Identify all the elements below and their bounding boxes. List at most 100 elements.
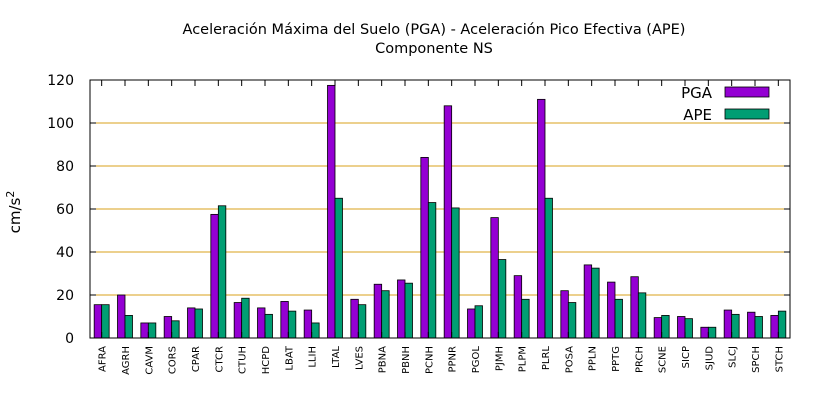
- x-tick-label: CTCR: [214, 346, 225, 372]
- bar-pga-lbat: [280, 301, 289, 339]
- bar-pga-sjud: [700, 326, 709, 339]
- legend-label-ape: APE: [683, 106, 712, 124]
- bar-pga-plrl: [537, 98, 546, 339]
- bar-ape-posa: [567, 302, 577, 339]
- x-tick-label: POSA: [564, 346, 575, 373]
- x-tick-label: PPNR: [448, 346, 459, 373]
- bar-pga-pgol: [467, 308, 476, 339]
- bar-pga-cpar: [187, 307, 196, 339]
- legend: PGA APE: [681, 84, 770, 124]
- bar-pga-sicp: [677, 316, 686, 339]
- bar-ape-cors: [171, 320, 180, 339]
- bar-pga-hcpd: [257, 307, 266, 339]
- x-tick-label: PJMH: [494, 346, 505, 371]
- bar-ape-ppnr: [451, 207, 460, 339]
- x-tick-label: SPCH: [751, 346, 762, 373]
- bar-ape-llih: [311, 322, 320, 339]
- bar-ape-ctcr: [217, 205, 227, 339]
- bar-pga-pbnh: [397, 279, 406, 339]
- bar-ape-lbat: [287, 310, 297, 339]
- x-tick-label: AFRA: [98, 346, 109, 372]
- bar-pga-pptg: [607, 281, 616, 339]
- bar-pga-lves: [350, 298, 359, 339]
- bar-pga-slcj: [723, 309, 733, 339]
- bar-pga-ctcr: [210, 213, 219, 339]
- plot-border: [89, 79, 791, 339]
- bar-ape-pgol: [474, 305, 483, 339]
- bar-pga-pjmh: [490, 217, 499, 339]
- bar-ape-prch: [637, 292, 647, 339]
- y-tick-label: 20: [56, 288, 74, 304]
- bar-ape-sjud: [707, 326, 717, 339]
- bar-ape-ltal: [334, 197, 343, 339]
- x-tick-label: CORS: [168, 346, 179, 374]
- bar-ape-pcnh: [427, 202, 437, 339]
- bar-pga-plpm: [513, 275, 523, 339]
- bar-ape-ppln: [591, 267, 600, 339]
- x-tick-label: LVES: [354, 346, 365, 370]
- bar-pga-prch: [630, 276, 639, 339]
- x-tick-label: STCH: [774, 346, 785, 372]
- legend-swatch-pga: [724, 86, 770, 98]
- bar-pga-cavm: [140, 322, 149, 339]
- x-tick-label: SJUD: [704, 346, 715, 371]
- chart-subtitle: Componente NS: [375, 41, 493, 57]
- x-tick-label: SICP: [681, 346, 692, 368]
- bar-ape-hcpd: [264, 313, 273, 339]
- x-tick-label: PLRL: [541, 346, 552, 371]
- bar-ape-agrh: [124, 315, 133, 339]
- y-tick-label: 40: [56, 245, 74, 261]
- bar-pga-afra: [93, 304, 103, 339]
- y-tick-label: 100: [47, 116, 74, 132]
- x-tick-label: PBNH: [401, 346, 412, 374]
- x-tick-label: PPLN: [588, 346, 599, 371]
- bar-ape-cpar: [194, 308, 203, 339]
- x-tick-label: SLCJ: [728, 346, 739, 368]
- y-tick-label: 120: [47, 73, 74, 89]
- x-tick-label: PRCH: [634, 346, 645, 373]
- bar-ape-plpm: [521, 298, 530, 339]
- y-tick-label: 80: [56, 159, 74, 175]
- x-tick-label: SCNE: [658, 346, 669, 373]
- x-tick-label: PLPM: [518, 346, 529, 372]
- bar-pga-llih: [303, 309, 313, 339]
- bar-ape-plrl: [544, 197, 553, 339]
- x-tick-label: CPAR: [191, 346, 202, 372]
- y-axis-label-exponent: 2: [4, 191, 17, 198]
- bar-pga-ppln: [583, 264, 593, 339]
- bar-ape-slcj: [731, 313, 740, 339]
- x-tick-label: PCNH: [424, 346, 435, 374]
- x-tick-label: PBNA: [378, 346, 389, 373]
- bar-ape-stch: [777, 310, 787, 339]
- bar-pga-spch: [747, 311, 756, 339]
- x-tick-label: HCPD: [261, 346, 272, 375]
- y-axis-label-unit: cm/s: [6, 197, 24, 233]
- bar-pga-pbna: [373, 283, 383, 339]
- bar-ape-pbna: [381, 290, 390, 339]
- axes: 0 20 40 60 80 100 120 AFRA AGRH CAVM CORS CPAR CTCR C…: [47, 73, 791, 375]
- bar-pga-cors: [163, 316, 173, 339]
- y-axis-label: cm/s2: [4, 191, 24, 234]
- x-tick-label: PPTG: [611, 346, 622, 372]
- bar-ape-afra: [101, 304, 110, 339]
- bar-pga-ctuh: [233, 302, 243, 339]
- bar-pga-ppnr: [443, 105, 453, 339]
- bar-ape-ctuh: [241, 297, 250, 339]
- bar-ape-pjmh: [497, 259, 507, 339]
- bars: [93, 84, 787, 339]
- bar-ape-sicp: [684, 318, 693, 339]
- x-tick-label: PGOL: [471, 346, 482, 374]
- x-tick-label: LLIH: [308, 346, 319, 368]
- y-tick-label: 0: [65, 331, 74, 347]
- y-tick-label: 60: [56, 202, 74, 218]
- bar-pga-ltal: [327, 84, 336, 339]
- x-tick-label: CTUH: [238, 346, 249, 374]
- bar-pga-agrh: [117, 294, 126, 339]
- x-tick-label: LTAL: [331, 346, 342, 368]
- x-tick-label: CAVM: [144, 346, 155, 375]
- bar-ape-cavm: [147, 322, 157, 339]
- chart-title: Aceleración Máxima del Suelo (PGA) - Ace…: [183, 22, 686, 38]
- bar-pga-posa: [560, 290, 569, 339]
